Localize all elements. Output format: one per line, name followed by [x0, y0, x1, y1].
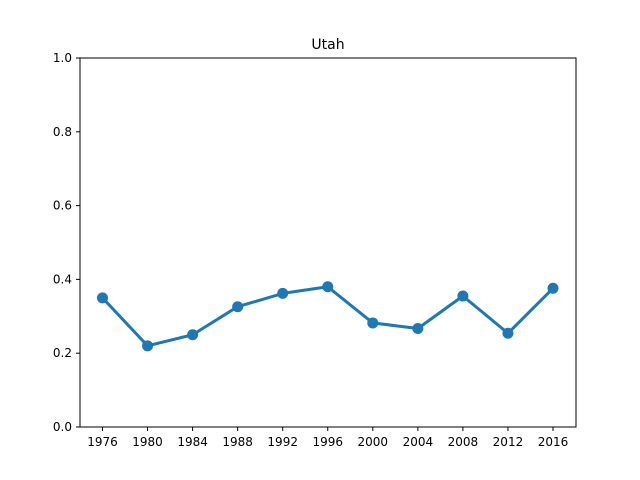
data-point	[232, 301, 244, 313]
data-point	[457, 290, 469, 302]
y-tick-label: 0.2	[53, 346, 72, 360]
y-tick-label: 0.6	[53, 199, 72, 213]
x-tick-label: 2008	[448, 435, 479, 449]
data-point	[547, 282, 559, 294]
data-point	[97, 292, 108, 304]
x-tick-label: 1984	[177, 435, 208, 449]
x-tick-label: 1996	[312, 435, 343, 449]
data-point	[142, 340, 154, 352]
x-tick-label: 2016	[538, 435, 569, 449]
y-tick-label: 1.0	[53, 51, 72, 65]
y-tick-label: 0.4	[53, 272, 72, 286]
data-point	[502, 327, 514, 339]
x-tick-label: 1992	[267, 435, 298, 449]
data-point	[277, 287, 289, 299]
series-layer	[97, 281, 559, 352]
x-tick-label: 1976	[87, 435, 118, 449]
chart-title: Utah	[311, 37, 344, 53]
data-point	[412, 322, 424, 334]
data-point	[187, 329, 199, 341]
y-axis: 0.0 0.2 0.4 0.6 0.8 1.0	[53, 51, 80, 434]
x-tick-label: 2004	[403, 435, 434, 449]
x-tick-label: 2012	[493, 435, 524, 449]
x-tick-label: 1980	[132, 435, 163, 449]
x-axis: 1976 1980 1984 1988 1992 1996 2000 2004 2008 2012…	[87, 427, 568, 449]
x-tick-label: 2000	[358, 435, 389, 449]
plot-frame	[79, 57, 577, 428]
y-tick-label: 0.0	[53, 420, 72, 434]
y-tick-label: 0.8	[53, 125, 72, 139]
data-point	[367, 317, 379, 329]
data-point	[322, 281, 334, 293]
x-tick-label: 1988	[222, 435, 253, 449]
